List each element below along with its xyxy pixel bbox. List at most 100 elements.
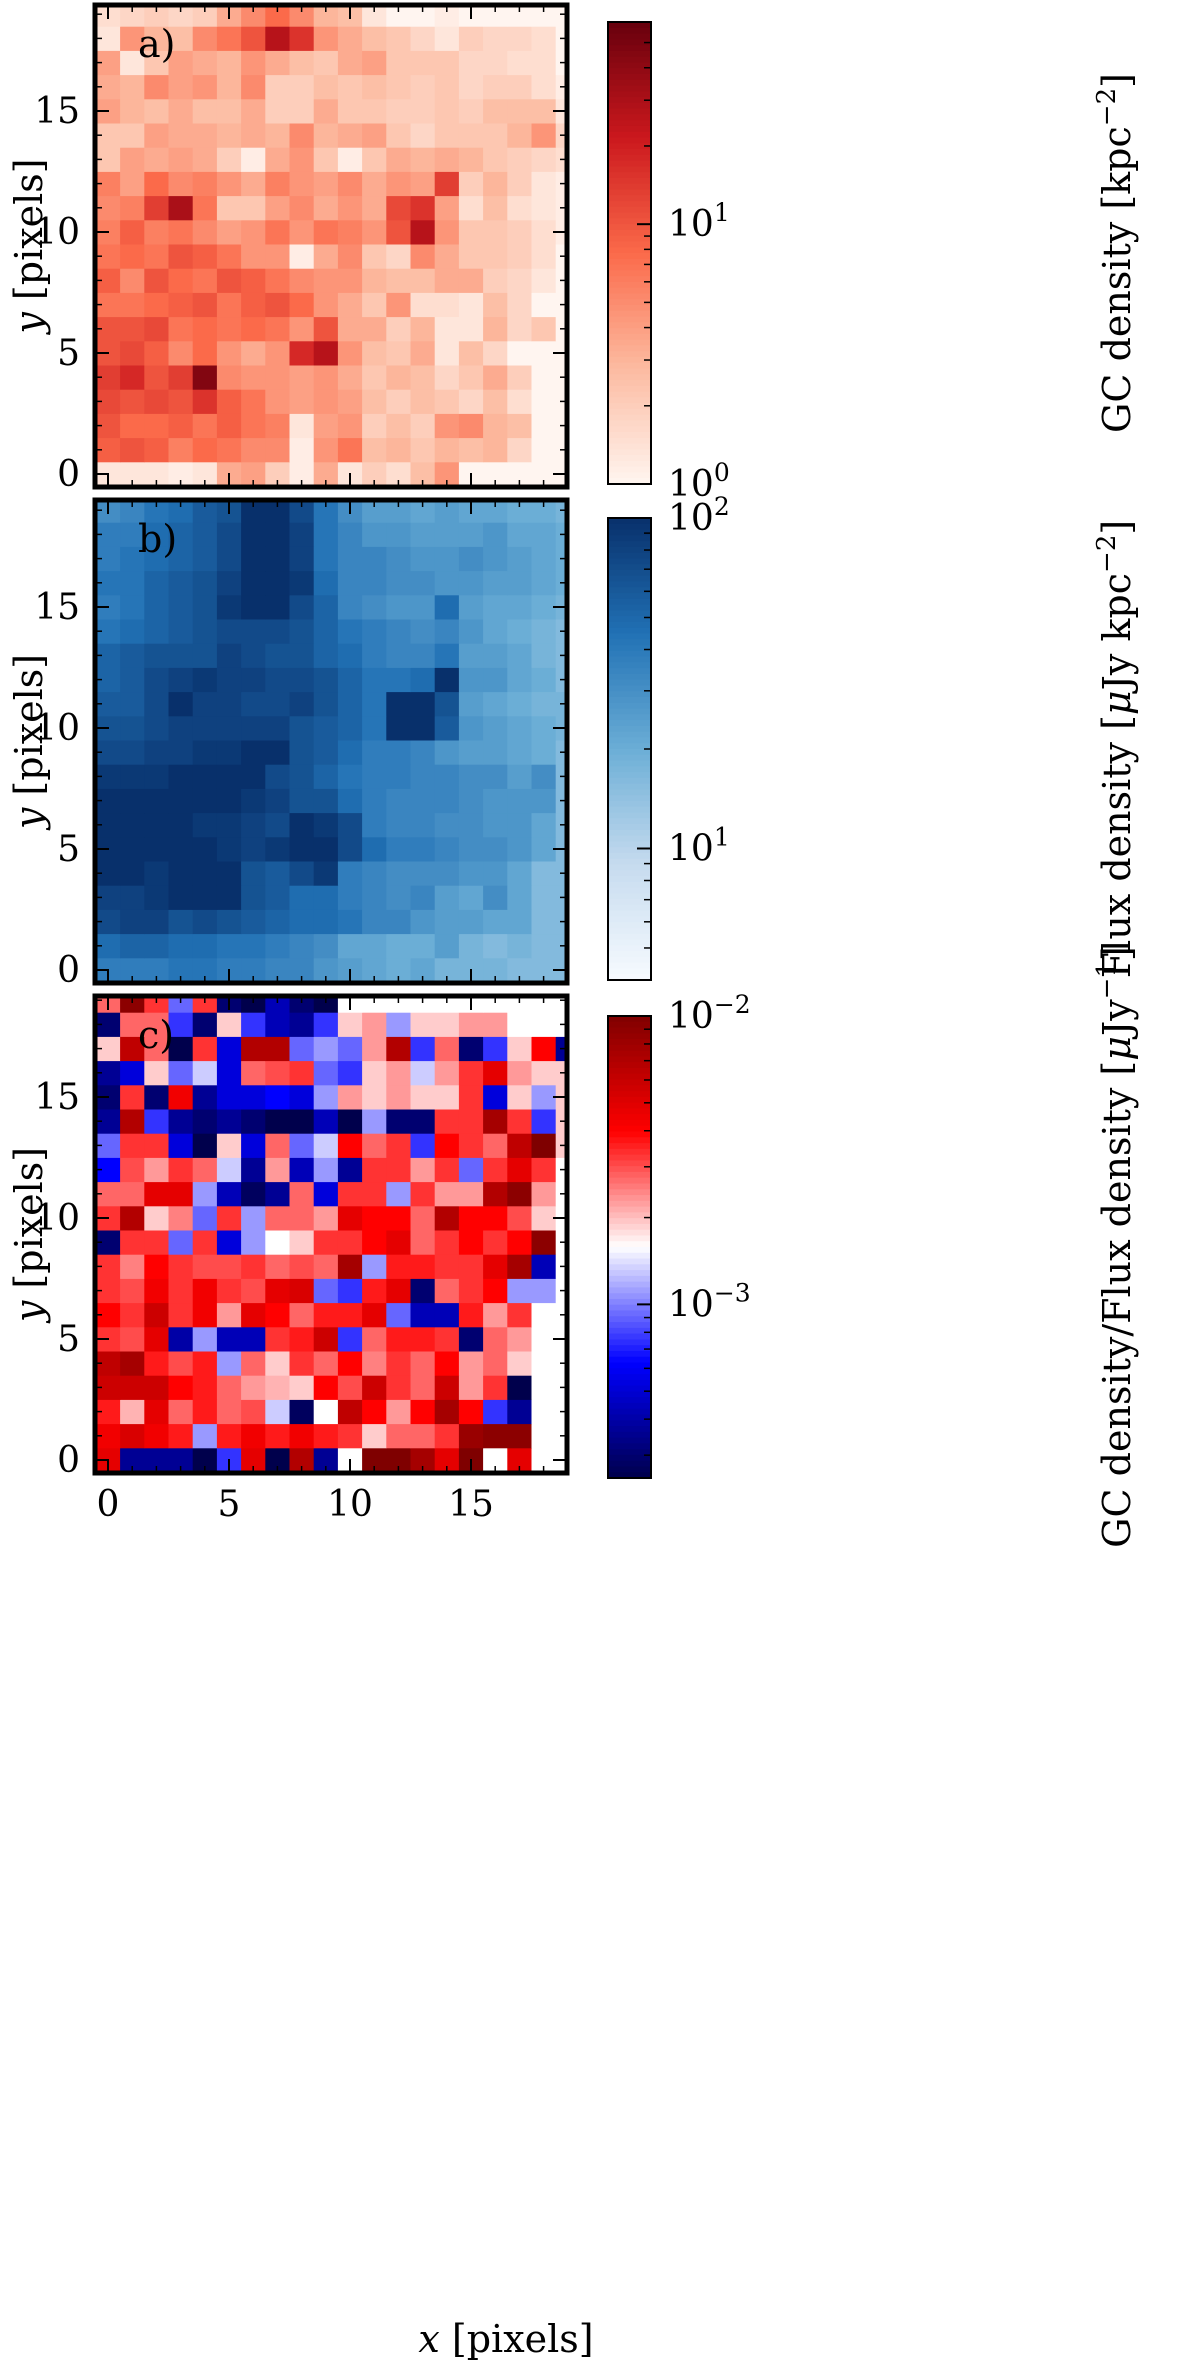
colorbar-segment [608, 258, 651, 266]
heatmap-cell [386, 292, 411, 318]
heatmap-cell [192, 1423, 218, 1449]
colorbar-segment [608, 1270, 651, 1277]
heatmap-cell [362, 7, 387, 27]
heatmap-cell [216, 909, 242, 935]
heatmap-cell [216, 933, 242, 959]
heatmap-cell [265, 461, 290, 486]
y-tick-label: 5 [57, 1319, 80, 1360]
heatmap-cell [192, 1375, 218, 1400]
heatmap-cell [410, 437, 436, 463]
heatmap-cell [337, 147, 363, 172]
heatmap-cell [507, 715, 532, 741]
heatmap-cell [144, 98, 169, 124]
heatmap-cell [289, 1302, 315, 1328]
heatmap-cell [507, 1012, 532, 1037]
heatmap-cell [362, 50, 387, 76]
heatmap-cell [313, 740, 339, 765]
heatmap-cell [410, 1302, 436, 1328]
heatmap-cell [386, 1302, 411, 1328]
heatmap-cell [192, 268, 218, 293]
heatmap-cell [313, 98, 339, 124]
colorbar-tick-label: 10−2 [668, 990, 751, 1037]
heatmap-cell [168, 1205, 194, 1231]
colorbar-segment [608, 1016, 651, 1023]
colorbar-segment [608, 1195, 651, 1202]
heatmap-cell [216, 764, 242, 789]
heatmap-cell [265, 123, 290, 148]
heatmap-cell [144, 546, 169, 572]
heatmap-cell [507, 909, 532, 935]
heatmap-cell [97, 522, 121, 547]
heatmap-cell [337, 619, 363, 644]
heatmap-cell [531, 244, 557, 269]
heatmap-cell [386, 502, 411, 523]
colorbar-segment [608, 27, 651, 35]
heatmap-cell [168, 1254, 194, 1279]
colorbar-segment [608, 247, 651, 254]
heatmap-cell [144, 812, 169, 838]
heatmap-cell [362, 764, 387, 789]
colorbar-segment [608, 1304, 651, 1312]
heatmap-cell [168, 715, 194, 741]
heatmap-cell [531, 171, 557, 197]
colorbar-segment [608, 1062, 651, 1069]
heatmap-cell [192, 1084, 218, 1110]
heatmap-cell [216, 1230, 242, 1255]
heatmap-cell [120, 123, 145, 148]
heatmap-cell [265, 1302, 290, 1328]
heatmap-cell [483, 812, 508, 838]
heatmap-cell [97, 1012, 121, 1037]
heatmap-cell [241, 522, 266, 547]
heatmap-cell [265, 98, 290, 124]
heatmap-cell [386, 1036, 411, 1062]
heatmap-cell [458, 1375, 484, 1400]
colorbar-segment [608, 472, 651, 479]
colorbar-frame [607, 21, 652, 485]
heatmap-cell [313, 1375, 339, 1400]
heatmap-cell [386, 570, 411, 596]
colorbar-segment [608, 1183, 651, 1190]
colorbar-segment [608, 432, 651, 439]
colorbar-segment [608, 50, 651, 58]
heatmap-cell [531, 885, 557, 910]
heatmap-cell [483, 1375, 508, 1400]
heatmap-cell [216, 1375, 242, 1400]
heatmap-cell [458, 1036, 484, 1062]
heatmap-cell [265, 195, 290, 221]
heatmap-cell [168, 1084, 194, 1110]
heatmap-cell [289, 1375, 315, 1400]
heatmap-cell [386, 1205, 411, 1231]
heatmap-cell [483, 715, 508, 741]
heatmap-cell [507, 292, 532, 318]
heatmap-cell [337, 522, 363, 547]
heatmap-cell [168, 1012, 194, 1037]
heatmap-cell [386, 74, 411, 100]
heatmap-cell [337, 667, 363, 693]
heatmap-cell [168, 147, 194, 172]
heatmap-cell [120, 1205, 145, 1231]
colorbar-segment [608, 621, 651, 629]
colorbar-segment [608, 120, 651, 127]
colorbar-segment [608, 183, 651, 191]
heatmap-cell [362, 1423, 387, 1449]
heatmap-cell [241, 788, 266, 814]
heatmap-cell [97, 909, 121, 935]
heatmap-cell [531, 123, 557, 148]
heatmap-cell [265, 1133, 290, 1158]
heatmap-cell [483, 1447, 508, 1472]
colorbar-segment [608, 212, 651, 219]
heatmap-cell [192, 1205, 218, 1231]
colorbar-segment [608, 1033, 651, 1040]
colorbar-segment [608, 1160, 651, 1167]
heatmap-cell [337, 643, 363, 668]
heatmap-cell [144, 1375, 169, 1400]
colorbar-segment [608, 1050, 651, 1058]
heatmap-cell [337, 340, 363, 366]
heatmap-cell [410, 413, 436, 439]
heatmap-cell [531, 74, 557, 100]
heatmap-cell [410, 788, 436, 814]
colorbar-segment [608, 1362, 651, 1369]
heatmap-cell [507, 570, 532, 596]
heatmap-cell [410, 1084, 436, 1110]
heatmap-cell [97, 1254, 121, 1279]
